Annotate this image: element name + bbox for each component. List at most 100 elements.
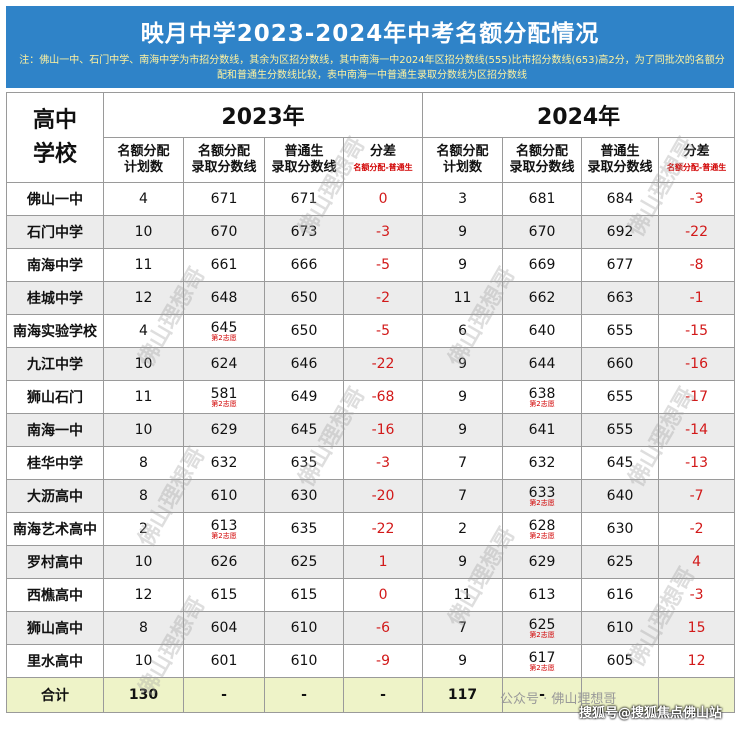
cell-q23: 648 xyxy=(183,281,265,315)
col-normal-score-2024: 普通生 录取分数线 xyxy=(581,137,660,183)
cell-d23: -22 xyxy=(342,347,424,381)
cell-q23: 645 第2志愿 xyxy=(183,314,265,348)
cell-q23: 613 第2志愿 xyxy=(183,512,265,546)
cell-n23: 646 xyxy=(264,347,344,381)
total-d23: - xyxy=(342,677,424,713)
cell-d24: -15 xyxy=(658,314,736,348)
cell-p23: 8 xyxy=(103,446,184,480)
cell-p24: 2 xyxy=(422,512,504,546)
cell-n23: 610 xyxy=(264,611,344,645)
second-choice-note: 第2志愿 xyxy=(529,399,555,408)
cell-d24: 4 xyxy=(658,545,736,579)
total-p24: 117 xyxy=(422,677,504,713)
school-name: 大沥高中 xyxy=(6,479,104,513)
cell-d23: -9 xyxy=(342,644,424,678)
cell-p24: 7 xyxy=(422,611,504,645)
cell-q24: 638 第2志愿 xyxy=(502,380,583,414)
table-row: 狮山高中 8 604 610 -6 7 625 第2志愿 610 15 xyxy=(6,611,736,645)
cell-n24: 645 xyxy=(581,446,660,480)
cell-q24: 613 xyxy=(502,578,583,612)
cell-q24: 670 xyxy=(502,215,583,249)
cell-p24: 9 xyxy=(422,248,504,282)
cell-p23: 11 xyxy=(103,248,184,282)
cell-d24: -3 xyxy=(658,578,736,612)
cell-n23: 671 xyxy=(264,182,344,216)
year-2024-header: 2024年 xyxy=(422,92,736,138)
wechat-watermark: 公众号 · 佛山理想哥 xyxy=(500,692,617,707)
cell-n23: 650 xyxy=(264,314,344,348)
school-name: 南海中学 xyxy=(6,248,104,282)
cell-q23: 632 xyxy=(183,446,265,480)
table-row: 南海一中 10 629 645 -16 9 641 655 -14 xyxy=(6,413,736,447)
second-choice-note: 第2志愿 xyxy=(211,399,237,408)
cell-q23: 670 xyxy=(183,215,265,249)
cell-p23: 11 xyxy=(103,380,184,414)
cell-d23: 1 xyxy=(342,545,424,579)
total-n23: - xyxy=(264,677,344,713)
cell-p23: 8 xyxy=(103,479,184,513)
cell-d24: -14 xyxy=(658,413,736,447)
cell-p23: 10 xyxy=(103,545,184,579)
cell-d24: -7 xyxy=(658,479,736,513)
second-choice-note: 第2志愿 xyxy=(529,663,555,672)
cell-d24: -22 xyxy=(658,215,736,249)
school-name: 南海实验学校 xyxy=(6,314,104,348)
cell-p23: 10 xyxy=(103,644,184,678)
school-name: 罗村高中 xyxy=(6,545,104,579)
cell-p23: 4 xyxy=(103,314,184,348)
cell-q24: 617 第2志愿 xyxy=(502,644,583,678)
col-diff-2023: 分差 名额分配-普通生 xyxy=(342,137,424,183)
cell-p23: 10 xyxy=(103,413,184,447)
cell-n23: 673 xyxy=(264,215,344,249)
second-choice-note: 第2志愿 xyxy=(529,531,555,540)
total-p23: 130 xyxy=(103,677,184,713)
second-choice-note: 第2志愿 xyxy=(211,531,237,540)
school-header: 高中 学校 xyxy=(6,92,104,183)
cell-d24: -17 xyxy=(658,380,736,414)
total-d24 xyxy=(658,677,736,713)
cell-q24: 632 xyxy=(502,446,583,480)
school-name: 里水高中 xyxy=(6,644,104,678)
cell-n24: 655 xyxy=(581,314,660,348)
table-row: 里水高中 10 601 610 -9 9 617 第2志愿 605 12 xyxy=(6,644,736,678)
cell-n24: 663 xyxy=(581,281,660,315)
cell-q23: 624 xyxy=(183,347,265,381)
table-row: 佛山一中 4 671 671 0 3 681 684 -3 xyxy=(6,182,736,216)
table-row: 桂城中学 12 648 650 -2 11 662 663 -1 xyxy=(6,281,736,315)
cell-n24: 677 xyxy=(581,248,660,282)
cell-n23: 625 xyxy=(264,545,344,579)
second-choice-note: 第2志愿 xyxy=(529,498,555,507)
cell-n24: 660 xyxy=(581,347,660,381)
cell-p24: 9 xyxy=(422,413,504,447)
cell-d23: -22 xyxy=(342,512,424,546)
cell-n23: 635 xyxy=(264,446,344,480)
cell-d24: -13 xyxy=(658,446,736,480)
cell-p23: 12 xyxy=(103,578,184,612)
cell-q24: 628 第2志愿 xyxy=(502,512,583,546)
cell-n23: 650 xyxy=(264,281,344,315)
cell-n23: 666 xyxy=(264,248,344,282)
cell-n23: 635 xyxy=(264,512,344,546)
cell-n24: 630 xyxy=(581,512,660,546)
total-n24 xyxy=(581,677,660,713)
cell-q24: 629 xyxy=(502,545,583,579)
cell-p24: 11 xyxy=(422,281,504,315)
total-label: 合计 xyxy=(6,677,104,713)
cell-q24: 644 xyxy=(502,347,583,381)
cell-d23: -68 xyxy=(342,380,424,414)
cell-d23: -2 xyxy=(342,281,424,315)
cell-p24: 9 xyxy=(422,644,504,678)
second-choice-note: 第2志愿 xyxy=(529,630,555,639)
cell-n24: 692 xyxy=(581,215,660,249)
cell-q24: 633 第2志愿 xyxy=(502,479,583,513)
cell-d24: -2 xyxy=(658,512,736,546)
col-plan-2024: 名额分配 计划数 xyxy=(422,137,504,183)
col-normal-score-2023: 普通生 录取分数线 xyxy=(264,137,344,183)
page-title: 映月中学2023-2024年中考名额分配情况 xyxy=(140,21,600,47)
school-name: 石门中学 xyxy=(6,215,104,249)
cell-q23: 626 xyxy=(183,545,265,579)
cell-q23: 615 xyxy=(183,578,265,612)
cell-q24: 625 第2志愿 xyxy=(502,611,583,645)
cell-n24: 605 xyxy=(581,644,660,678)
cell-q24: 662 xyxy=(502,281,583,315)
